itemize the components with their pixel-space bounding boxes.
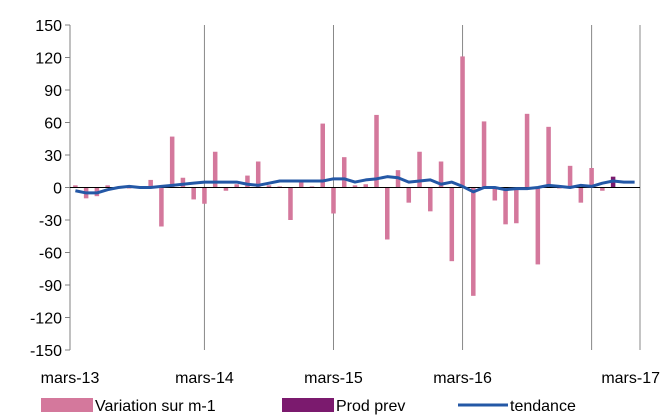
bar-variation <box>223 187 229 191</box>
legend-swatch-variation <box>41 398 93 412</box>
bar-variation <box>277 186 282 188</box>
x-tick-label: mars-15 <box>304 370 363 387</box>
bar-variation <box>255 161 261 188</box>
y-tick-label: 150 <box>35 18 62 35</box>
bar-variation <box>492 187 498 201</box>
bar-variation <box>438 161 444 188</box>
x-tick-label: mars-14 <box>175 370 234 387</box>
bar-variation <box>266 185 272 188</box>
y-tick-label: 30 <box>44 148 62 165</box>
bar-variation <box>600 187 605 191</box>
bar-variation <box>148 179 153 188</box>
y-tick-label: 0 <box>53 181 62 198</box>
y-tick-labels: 150 120 90 60 30 0 -30 -60 -90 -120 -150 <box>30 18 62 360</box>
bar-variation <box>159 187 164 227</box>
y-tick-label: -60 <box>39 246 62 263</box>
x-tick-label: mars-16 <box>433 370 492 387</box>
bar-variation <box>503 187 508 225</box>
bar-variation <box>331 187 336 214</box>
legend: Variation sur m-1 Prod prev tendance <box>41 398 576 415</box>
bars <box>73 56 616 296</box>
bar-variation <box>546 126 551 188</box>
bar-variation <box>589 168 594 188</box>
bar-variation <box>374 114 379 188</box>
y-tick-label: -150 <box>30 343 62 360</box>
bar-variation <box>449 187 455 262</box>
y-tick-label: -30 <box>39 213 62 230</box>
bar-variation <box>73 185 78 188</box>
x-tick-label: mars-17 <box>601 370 660 387</box>
bar-variation <box>180 177 186 188</box>
bar-variation <box>481 121 487 188</box>
legend-label-tendance: tendance <box>510 398 576 415</box>
bar-variation <box>212 151 218 188</box>
bar-variation <box>385 187 390 240</box>
bar-variation <box>105 185 110 188</box>
y-tick-label: 60 <box>44 116 62 133</box>
bar-variation <box>417 151 422 188</box>
line-tendance <box>75 175 635 195</box>
y-tick-label: -120 <box>30 311 62 328</box>
bar-variation <box>245 175 250 188</box>
bar-variation <box>234 184 239 188</box>
bar-variation <box>298 181 304 188</box>
bar-variation <box>191 187 196 200</box>
bar-variation <box>341 157 347 188</box>
y-tick-label: -90 <box>39 278 62 295</box>
legend-label-prod-prev: Prod prev <box>336 398 405 415</box>
bar-variation <box>428 187 433 212</box>
legend-label-variation: Variation sur m-1 <box>95 398 216 415</box>
y-tick-label: 90 <box>44 83 62 100</box>
bar-variation <box>460 56 465 188</box>
bar-variation <box>514 187 519 224</box>
bar-variation <box>567 165 573 188</box>
bar-variation <box>578 187 584 203</box>
y-tick-label: 120 <box>35 51 62 68</box>
bar-variation <box>202 187 207 204</box>
bar-variation <box>169 136 175 188</box>
bar-variation <box>352 185 358 188</box>
bar-variation <box>535 187 541 265</box>
bar-variation <box>363 184 369 188</box>
bar-variation <box>320 123 325 188</box>
bar-variation <box>406 187 412 203</box>
x-tick-labels: mars-13 mars-14 mars-15 mars-16 mars-17 <box>41 370 660 387</box>
trend-line <box>75 175 635 195</box>
x-tick-label: mars-13 <box>41 370 100 387</box>
legend-swatch-prod-prev <box>282 398 334 412</box>
bar-variation <box>471 187 476 296</box>
bar-variation <box>524 113 530 188</box>
bar-variation <box>288 187 293 220</box>
bar-variation <box>309 186 315 188</box>
